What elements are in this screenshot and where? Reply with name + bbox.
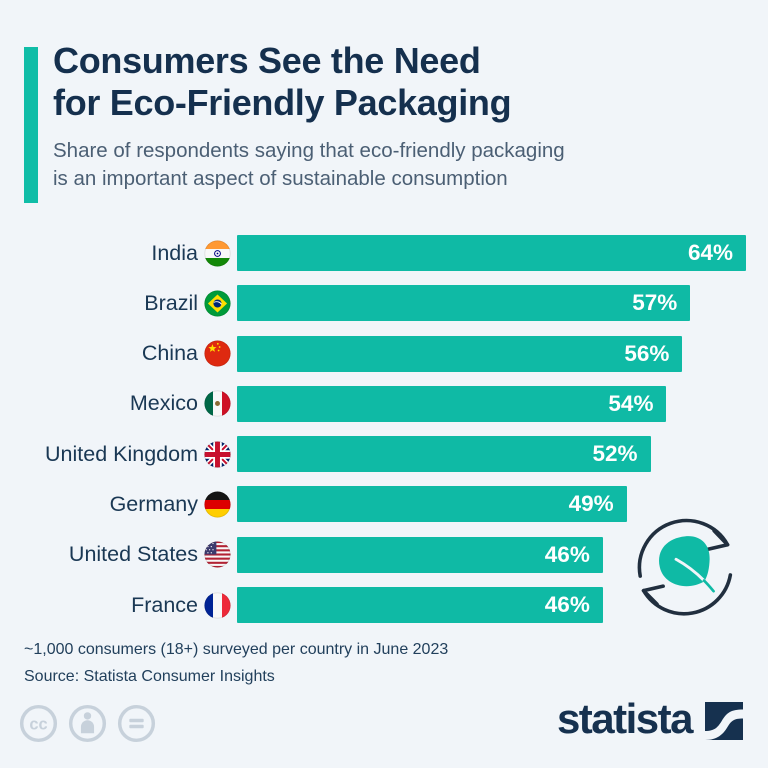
page-title-line1: Consumers See the Need <box>53 40 481 81</box>
bar-track: 52% <box>237 436 746 473</box>
chart-row: France 46% <box>0 587 768 624</box>
bar: 56% <box>237 335 683 372</box>
statista-branding: statista <box>557 698 743 740</box>
row-label: Brazil <box>144 290 198 315</box>
chart-row: Brazil 57% <box>0 285 768 322</box>
row-label: United States <box>68 542 198 567</box>
flag-india-icon <box>204 239 231 267</box>
bar-value: 46% <box>544 541 590 567</box>
header: Consumers See the Need for Eco-Friendly … <box>53 40 743 193</box>
bar-value: 56% <box>624 340 670 366</box>
bar-track: 54% <box>237 385 746 422</box>
chart-row: India 64% <box>0 235 768 271</box>
page-subtitle-line2: is an important aspect of sustainable co… <box>53 167 508 190</box>
chart-row: United States 46% <box>0 536 768 573</box>
chart-row: United Kingdom 52% <box>0 436 768 473</box>
title-accent-bar <box>24 47 38 203</box>
row-label: China <box>141 341 198 366</box>
bar-value: 64% <box>687 240 733 265</box>
bar-chart: India 64% Brazil 57% China <box>0 235 768 637</box>
leaf-recycle-icon <box>628 510 742 622</box>
flag-mexico-icon <box>204 390 231 418</box>
chart-row: Mexico 54% <box>0 385 768 422</box>
bar-track: 56% <box>237 335 746 372</box>
bar-track: 49% <box>237 486 746 523</box>
footnote-note: ~1,000 consumers (18+) surveyed per coun… <box>24 641 449 658</box>
bar: 57% <box>237 285 691 322</box>
bar: 52% <box>237 436 651 473</box>
flag-france-icon <box>204 591 231 619</box>
by-person-icon <box>67 703 108 744</box>
flag-uk-icon <box>204 441 231 468</box>
bar-value: 54% <box>608 390 654 416</box>
row-label: Mexico <box>129 391 198 416</box>
page-title: Consumers See the Need for Eco-Friendly … <box>53 40 743 124</box>
row-label: United Kingdom <box>45 441 198 466</box>
flag-brazil-icon <box>204 290 231 317</box>
bar: 64% <box>237 235 746 271</box>
row-label: France <box>131 592 198 617</box>
statista-wordmark: statista <box>556 695 694 742</box>
bar: 46% <box>237 587 603 624</box>
footnotes: ~1,000 consumers (18+) surveyed per coun… <box>24 636 448 690</box>
bar-value: 46% <box>544 592 590 618</box>
license-badges: cc <box>18 703 157 744</box>
statista-logo-icon <box>705 702 743 740</box>
bar-value: 57% <box>632 290 678 316</box>
bar: 54% <box>237 385 667 422</box>
flag-us-icon <box>204 541 231 568</box>
bar-track: 46% <box>237 536 746 573</box>
footnote-source: Source: Statista Consumer Insights <box>24 668 275 685</box>
bar-track: 57% <box>237 285 746 322</box>
row-label: Germany <box>109 491 198 516</box>
bar: 46% <box>237 536 603 573</box>
flag-germany-icon <box>204 491 231 518</box>
nd-equals-icon <box>116 703 157 744</box>
flag-china-icon <box>204 340 231 367</box>
bar: 49% <box>237 486 627 523</box>
row-label: India <box>151 240 198 265</box>
bar-value: 49% <box>568 491 614 517</box>
cc-icon: cc <box>18 703 59 744</box>
page-title-line2: for Eco-Friendly Packaging <box>53 82 512 123</box>
svg-text:cc: cc <box>29 716 47 734</box>
bar-track: 64% <box>237 235 746 271</box>
chart-row: Germany 49% <box>0 486 768 523</box>
bar-value: 52% <box>592 441 638 467</box>
bar-track: 46% <box>237 587 746 624</box>
page-subtitle: Share of respondents saying that eco-fri… <box>53 137 743 193</box>
chart-row: China 56% <box>0 335 768 372</box>
page-subtitle-line1: Share of respondents saying that eco-fri… <box>53 139 565 162</box>
